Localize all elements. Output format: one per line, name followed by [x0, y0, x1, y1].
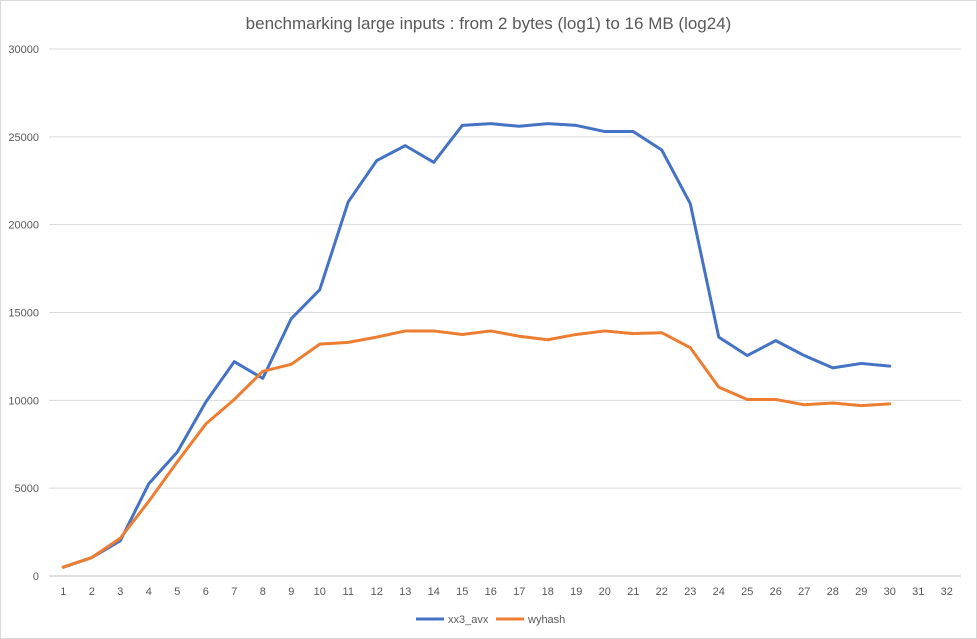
x-tick-label: 10 — [314, 586, 326, 598]
x-axis-labels: 1 2 3 4 5 6 7 8 9 10 11 12 13 14 15 16 17 18 19 20 21 22 23 24 2… — [60, 586, 953, 598]
x-tick-label: 4 — [146, 586, 152, 598]
legend-label: wyhash — [527, 614, 565, 626]
y-tick-label: 10000 — [8, 395, 39, 407]
x-tick-label: 15 — [456, 586, 468, 598]
x-tick-label: 22 — [656, 586, 668, 598]
legend-label: xx3_avx — [448, 614, 489, 626]
y-tick-label: 20000 — [8, 220, 39, 232]
y-axis-labels: 0 5000 10000 15000 20000 25000 30000 — [8, 44, 39, 583]
x-tick-label: 8 — [260, 586, 266, 598]
x-tick-label: 6 — [203, 586, 209, 598]
series-line-xx3_avx — [61, 122, 892, 569]
x-tick-label: 7 — [231, 586, 237, 598]
series-line-wyhash — [61, 329, 892, 569]
legend: xx3_avx wyhash — [416, 614, 565, 626]
y-tick-label: 15000 — [8, 308, 39, 320]
y-tick-label: 30000 — [8, 44, 39, 56]
x-tick-label: 20 — [599, 586, 611, 598]
chart-title: benchmarking large inputs : from 2 bytes… — [245, 14, 732, 33]
x-tick-label: 1 — [60, 586, 66, 598]
x-tick-label: 28 — [827, 586, 839, 598]
x-tick-label: 19 — [570, 586, 582, 598]
y-tick-label: 5000 — [15, 483, 39, 495]
x-tick-label: 32 — [941, 586, 953, 598]
x-tick-label: 11 — [343, 586, 354, 598]
series-lines — [61, 122, 892, 569]
x-tick-label: 31 — [912, 586, 924, 598]
x-tick-label: 3 — [117, 586, 123, 598]
x-tick-label: 14 — [428, 586, 440, 598]
x-tick-label: 5 — [174, 586, 180, 598]
x-tick-label: 23 — [684, 586, 696, 598]
x-tick-label: 9 — [288, 586, 294, 598]
x-tick-label: 2 — [89, 586, 95, 598]
y-tick-label: 25000 — [8, 132, 39, 144]
x-tick-label: 30 — [884, 586, 896, 598]
y-tick-label: 0 — [33, 571, 39, 583]
x-tick-label: 17 — [513, 586, 525, 598]
x-tick-label: 12 — [371, 586, 383, 598]
x-tick-label: 16 — [485, 586, 497, 598]
x-tick-label: 29 — [855, 586, 867, 598]
x-tick-label: 21 — [627, 586, 639, 598]
x-tick-label: 13 — [399, 586, 411, 598]
x-tick-label: 27 — [798, 586, 810, 598]
x-tick-label: 26 — [770, 586, 782, 598]
x-tick-label: 18 — [542, 586, 554, 598]
x-tick-label: 25 — [741, 586, 753, 598]
gridlines — [49, 48, 961, 577]
x-tick-label: 24 — [713, 586, 725, 598]
